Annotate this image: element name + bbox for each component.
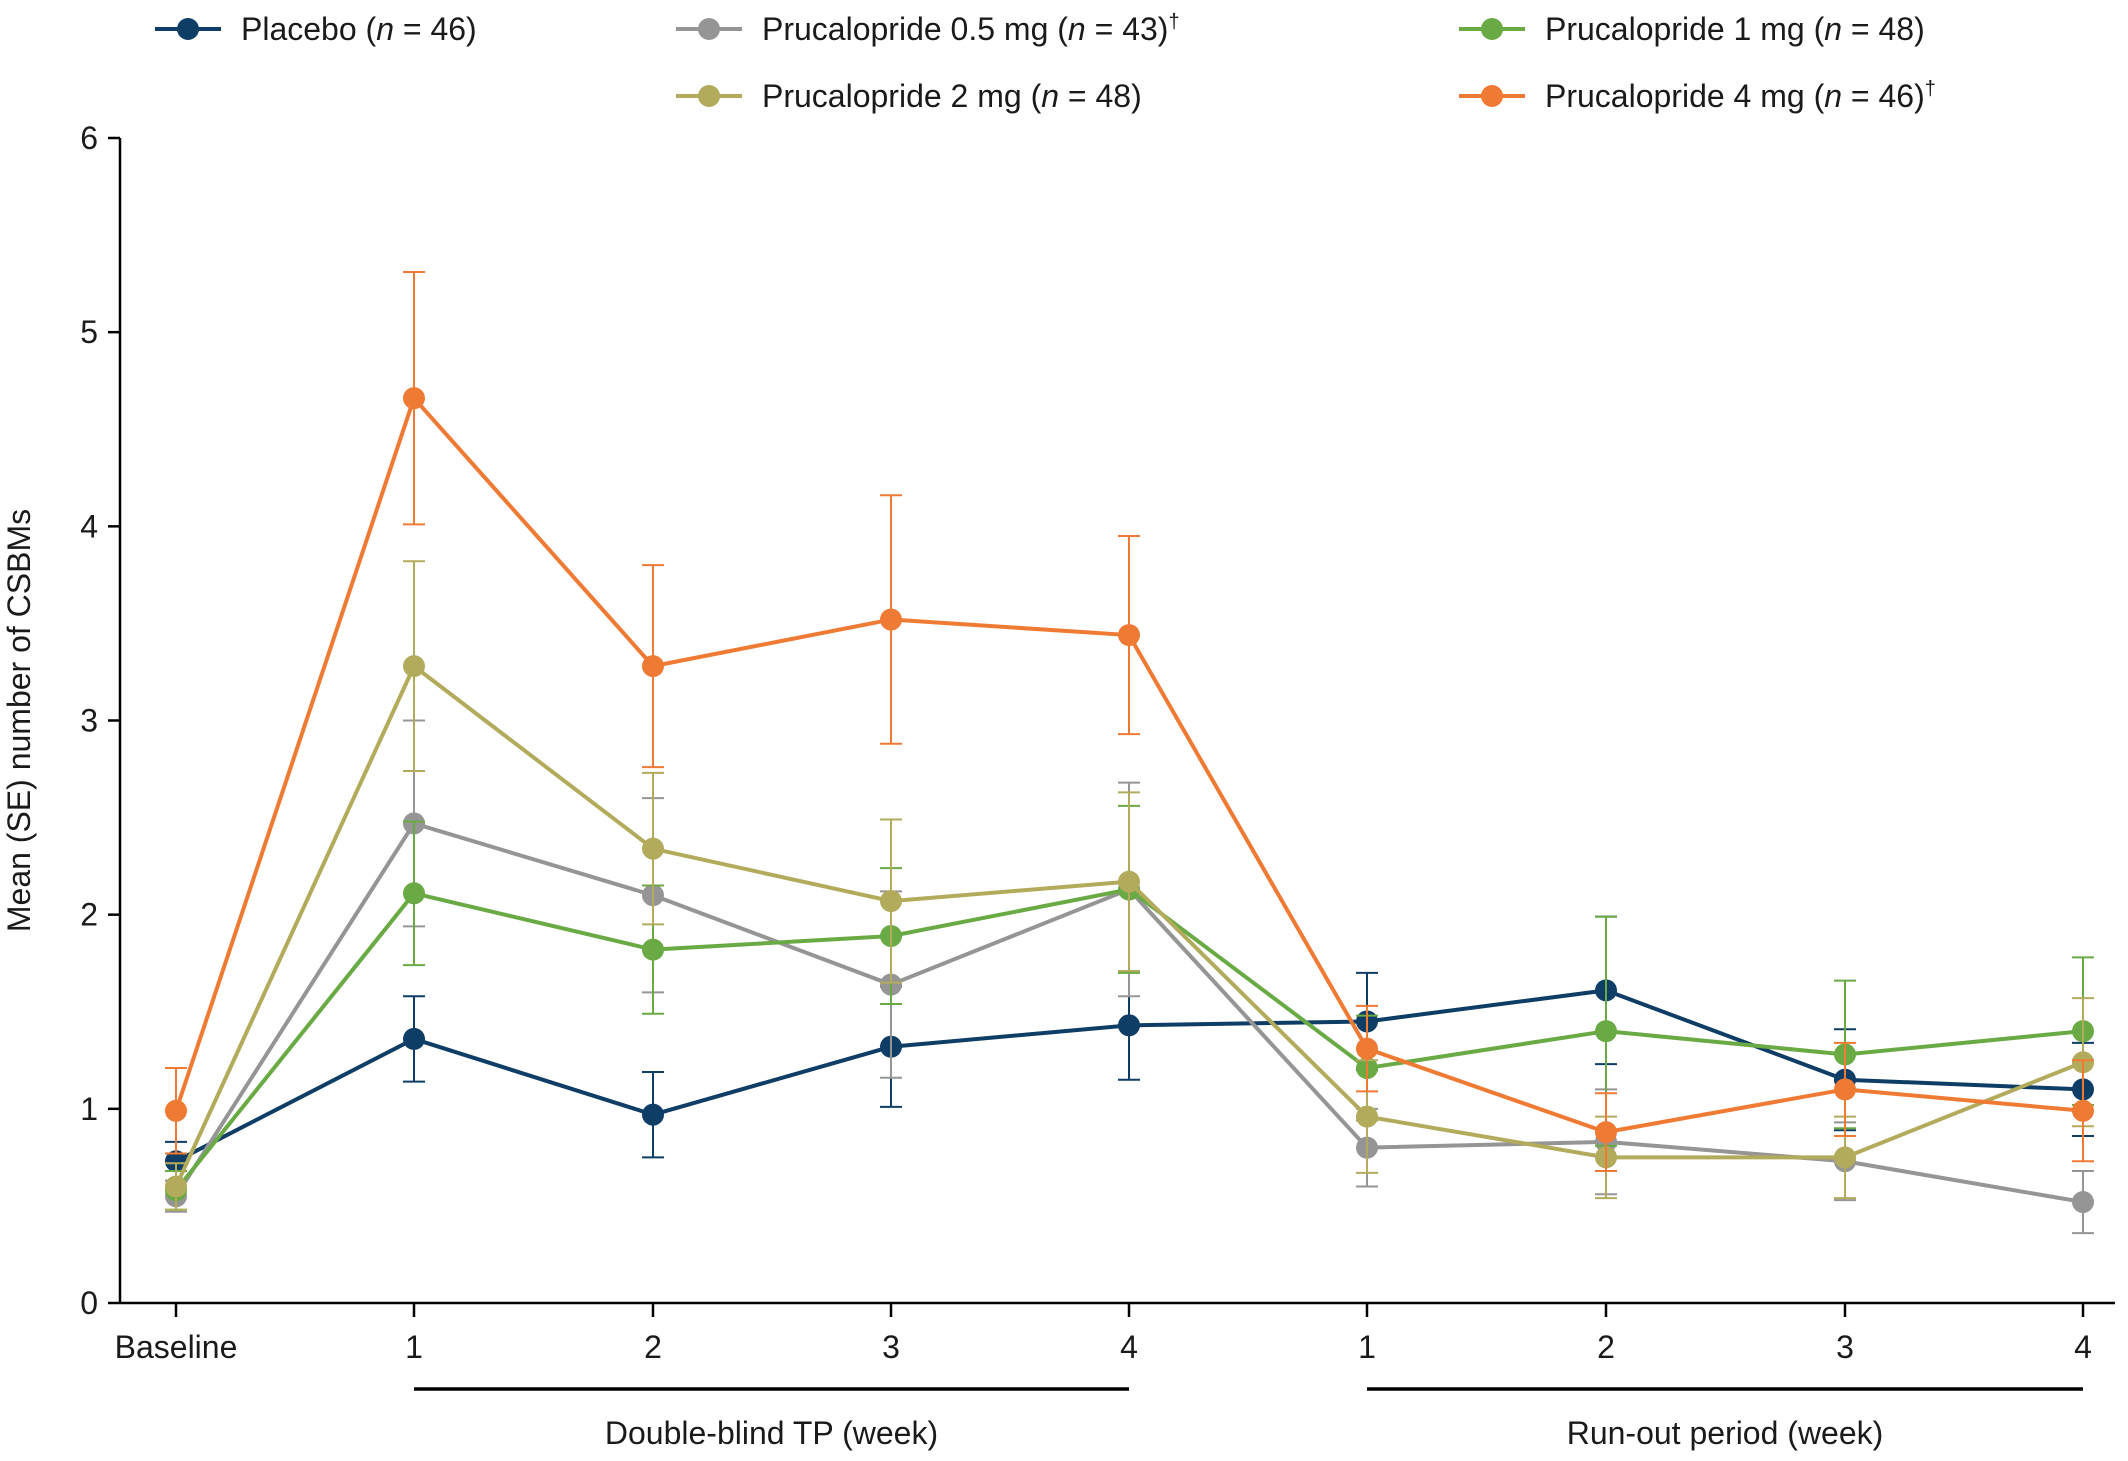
data-point xyxy=(1356,1105,1378,1128)
legend-label: Prucalopride 4 mg (n = 46)† xyxy=(1545,78,1936,114)
data-point xyxy=(1118,870,1140,893)
legend-swatch-marker xyxy=(698,18,720,40)
data-point xyxy=(1118,1014,1140,1037)
series-group xyxy=(165,270,2094,1172)
legend-item: Prucalopride 2 mg (n = 48) xyxy=(676,78,1142,114)
legend-label: Prucalopride 2 mg (n = 48) xyxy=(762,78,1142,114)
x-tick-label: 2 xyxy=(644,1329,662,1365)
y-tick-label: 1 xyxy=(80,1091,98,1127)
data-point xyxy=(165,1099,187,1122)
y-tick-label: 2 xyxy=(80,897,98,933)
data-point xyxy=(1595,1020,1617,1043)
legend-swatch-marker xyxy=(1481,85,1503,107)
y-tick-label: 4 xyxy=(80,508,98,544)
period-label: Double-blind TP (week) xyxy=(605,1415,938,1451)
legend-item: Prucalopride 1 mg (n = 48) xyxy=(1459,11,1925,47)
data-point xyxy=(165,1175,187,1198)
x-tick-label: Baseline xyxy=(115,1329,238,1365)
data-point xyxy=(2072,1099,2094,1122)
data-point xyxy=(642,938,664,961)
data-point xyxy=(1595,1121,1617,1144)
legend-label: Prucalopride 0.5 mg (n = 43)† xyxy=(762,11,1180,47)
period-label: Run-out period (week) xyxy=(1567,1415,1884,1451)
legend-item: Prucalopride 4 mg (n = 46)† xyxy=(1459,78,1936,114)
x-tick-label: 3 xyxy=(1836,1329,1854,1365)
y-tick-label: 6 xyxy=(80,120,98,156)
legend-swatch-marker xyxy=(698,85,720,107)
legend-item: Placebo (n = 46) xyxy=(155,11,477,47)
data-point xyxy=(880,608,902,631)
axes xyxy=(108,136,2115,1317)
x-tick-label: 2 xyxy=(1597,1329,1615,1365)
y-tick-label: 3 xyxy=(80,703,98,739)
y-tick-label: 0 xyxy=(80,1285,98,1321)
data-point xyxy=(1834,1078,1856,1101)
data-point xyxy=(642,1103,664,1126)
legend-swatch-marker xyxy=(177,18,199,40)
data-point xyxy=(403,1027,425,1050)
legend-label: Placebo (n = 46) xyxy=(241,11,477,47)
data-point xyxy=(642,655,664,678)
legend: Placebo (n = 46) Prucalopride 0.5 mg (n =… xyxy=(155,11,1936,114)
axis-labels: 0 1 2 3 4 5 6 Baseline 1 2 3 4 1 2 3 4 Mean (SE) number … xyxy=(1,120,2092,1451)
series-layer xyxy=(165,270,2094,1235)
x-tick-label: 4 xyxy=(1120,1329,1138,1365)
legend-swatch-marker xyxy=(1481,18,1503,40)
data-point xyxy=(403,882,425,905)
data-point xyxy=(880,890,902,913)
data-point xyxy=(1356,1037,1378,1060)
data-point xyxy=(2072,1191,2094,1214)
x-tick-label: 3 xyxy=(882,1329,900,1365)
data-point xyxy=(1834,1146,1856,1169)
data-point xyxy=(1118,624,1140,647)
data-point xyxy=(642,837,664,860)
y-axis-title: Mean (SE) number of CSBMs xyxy=(1,509,37,932)
data-point xyxy=(403,387,425,410)
legend-label: Prucalopride 1 mg (n = 48) xyxy=(1545,11,1925,47)
data-point xyxy=(165,1150,187,1173)
x-tick-label: 4 xyxy=(2074,1329,2092,1365)
x-tick-label: 1 xyxy=(405,1329,423,1365)
legend-item: Prucalopride 0.5 mg (n = 43)† xyxy=(676,11,1180,47)
data-point xyxy=(403,655,425,678)
x-tick-label: 1 xyxy=(1358,1329,1376,1365)
y-tick-label: 5 xyxy=(80,314,98,350)
series-group xyxy=(165,560,2094,1211)
